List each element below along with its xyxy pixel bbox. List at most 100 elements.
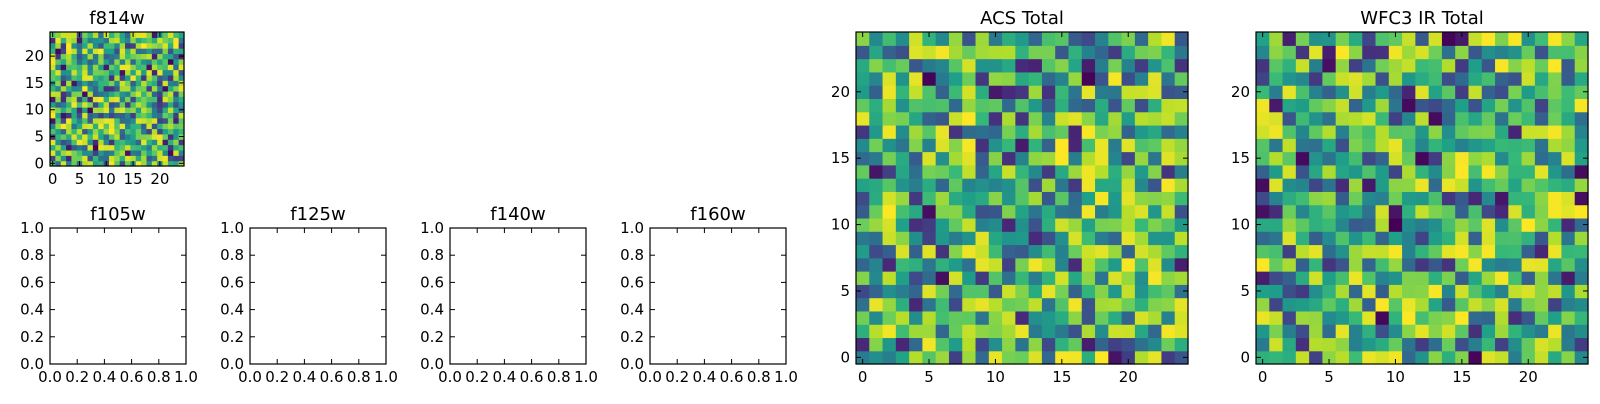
heatmap-cell [975, 111, 990, 126]
heatmap-cell [1534, 257, 1549, 272]
heatmap-cell [1455, 138, 1470, 153]
heatmap-cell [962, 178, 977, 192]
heatmap-cell [988, 138, 1003, 153]
heatmap-cell [1335, 138, 1350, 153]
heatmap-cell [108, 48, 115, 55]
heatmap-cell [1108, 324, 1123, 339]
y-tick-label: 0.2 [620, 328, 644, 346]
heatmap-cell [1362, 71, 1377, 86]
heatmap-cell [1295, 191, 1310, 206]
heatmap-cell [178, 32, 185, 38]
heatmap-cell [1428, 151, 1443, 166]
heatmap-cell [141, 112, 148, 119]
heatmap-cell [1095, 138, 1109, 153]
heatmap-cell [135, 85, 142, 92]
heatmap-cell [1256, 337, 1270, 352]
heatmap-cell [975, 310, 990, 325]
heatmap-cell [1481, 178, 1496, 192]
heatmap-cell [157, 155, 164, 162]
heatmap-cell [1441, 284, 1456, 299]
heatmap-cell [1108, 58, 1123, 73]
heatmap-cell [87, 117, 94, 124]
heatmap-cell [157, 69, 164, 76]
heatmap-cell [1362, 257, 1377, 272]
panel-title: f160w [690, 204, 745, 225]
heatmap-cell [119, 90, 126, 97]
heatmap-cell [1548, 164, 1563, 179]
heatmap-cell [1282, 164, 1297, 179]
heatmap-cell [60, 128, 67, 135]
heatmap-cell [1269, 284, 1284, 299]
heatmap-cell [125, 90, 131, 97]
heatmap-cell [1081, 151, 1096, 166]
heatmap-cell [1348, 337, 1363, 352]
heatmap-cell [948, 71, 963, 86]
heatmap-cell [178, 144, 185, 151]
heatmap-cell [1015, 244, 1030, 259]
heatmap-cell [1002, 231, 1016, 246]
heatmap-cell [1282, 138, 1297, 153]
heatmap-cell [1068, 231, 1083, 246]
heatmap-cell [167, 149, 174, 156]
heatmap-cell [173, 42, 180, 49]
heatmap-cell [167, 48, 174, 55]
x-tick-label: 10 [97, 170, 116, 188]
heatmap-cell [1441, 217, 1456, 232]
heatmap-cell [1561, 124, 1576, 139]
heatmap-cell [82, 80, 89, 87]
heatmap-cell [141, 139, 148, 146]
x-tick-label: 5 [924, 368, 934, 386]
heatmap-cell [1002, 337, 1016, 352]
y-tick-label: 0.4 [420, 301, 444, 319]
heatmap-cell [71, 96, 78, 103]
heatmap-cell [55, 85, 62, 92]
heatmap-cell [1428, 204, 1443, 219]
heatmap-cell [1468, 324, 1483, 339]
heatmap-cell [119, 133, 126, 140]
heatmap-cell [130, 128, 137, 135]
x-tick-label: 0 [48, 170, 58, 188]
heatmap-cell [157, 96, 164, 103]
heatmap-cell [1548, 138, 1563, 153]
heatmap-cell [1348, 244, 1363, 259]
heatmap-cell [948, 204, 963, 219]
heatmap-cell [1428, 98, 1443, 113]
heatmap-cell [1402, 284, 1416, 299]
heatmap-cell [157, 64, 164, 71]
heatmap-cell [1428, 111, 1443, 126]
heatmap-cell [178, 37, 185, 44]
heatmap-cell [1161, 244, 1176, 259]
heatmap-cell [1455, 231, 1470, 246]
heatmap-cell [962, 45, 977, 60]
heatmap-cell [1256, 98, 1270, 113]
heatmap-cell [1388, 32, 1403, 46]
heatmap-cell [1148, 350, 1163, 365]
heatmap-cell [114, 107, 121, 113]
heatmap-cell [1428, 257, 1443, 272]
heatmap-cell [98, 101, 105, 108]
heatmap-cell [1134, 58, 1149, 73]
heatmap-cell [895, 297, 910, 312]
heatmap-cell [55, 90, 62, 97]
heatmap-cell [1402, 191, 1416, 206]
heatmap-cell [125, 128, 131, 135]
heatmap-cell [1161, 151, 1176, 166]
heatmap-cell [50, 101, 56, 108]
heatmap-cell [151, 139, 158, 146]
heatmap-cell [1161, 337, 1176, 352]
heatmap-cell [71, 160, 78, 167]
heatmap-cell [1295, 58, 1310, 73]
heatmap-cell [1375, 98, 1390, 113]
heatmap-cell [173, 123, 180, 130]
heatmap-cell [1508, 178, 1523, 192]
heatmap-cell [1481, 124, 1496, 139]
heatmap-cell [948, 191, 963, 206]
heatmap-cell [76, 107, 83, 113]
heatmap-cell [1402, 45, 1416, 60]
heatmap-cell [1441, 324, 1456, 339]
x-tick-label: 15 [1052, 368, 1071, 386]
heatmap-cell [1561, 284, 1576, 299]
heatmap-cell [856, 45, 870, 60]
heatmap-cell [922, 138, 937, 153]
heatmap-cell [151, 149, 158, 156]
